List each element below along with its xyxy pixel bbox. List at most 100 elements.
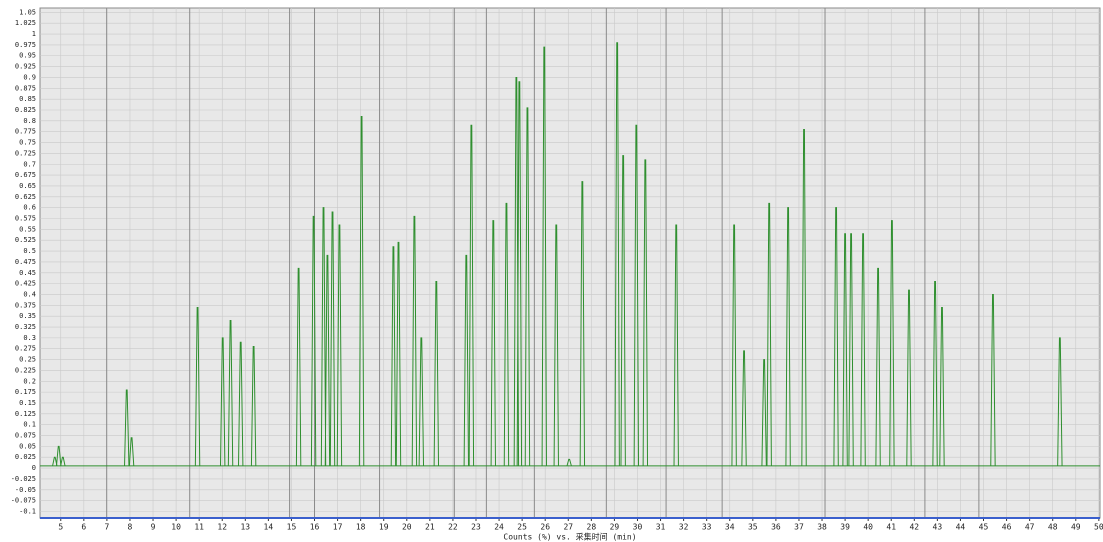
x-tick-label: 40 [863,523,873,532]
y-tick-label: 1.05 [19,8,36,16]
x-tick-label: 25 [517,523,527,532]
x-tick-label: 13 [240,523,250,532]
peak [237,341,244,466]
y-tick-label: 0.5 [23,247,36,255]
peak [468,124,475,466]
peak [889,220,895,466]
y-tick-label: -0.025 [11,475,36,483]
peak [990,293,996,466]
peak [673,224,679,466]
x-tick-label: 16 [310,523,320,532]
y-tick-label: 0.675 [15,171,36,179]
y-tick-label: 0.1 [23,421,36,429]
x-tick-label: 18 [356,523,366,532]
peak [939,306,945,466]
peak [295,267,302,466]
peak [52,456,58,467]
x-tick-label: 38 [817,523,827,532]
x-tick-label: 7 [104,523,109,532]
x-tick-label: 35 [748,523,758,532]
peak [60,456,66,467]
y-tick-label: 0.525 [15,236,36,244]
y-tick-label: 0.775 [15,128,36,136]
peak [579,181,586,466]
y-tick-label: 0.75 [19,139,36,147]
peak [633,124,640,466]
y-tick-label: 0.625 [15,193,36,201]
y-tick-label: 0.3 [23,334,36,342]
y-tick-label: 0.425 [15,280,36,288]
x-tick-label: 29 [610,523,620,532]
peak [336,224,343,466]
y-tick-label: 0.65 [19,182,36,190]
y-tick-label: 0.7 [23,160,36,168]
peak [842,233,848,466]
peak [833,207,839,466]
x-tick-label: 42 [909,523,919,532]
y-tick-label: 0.85 [19,95,36,103]
y-tick-label: 0.825 [15,106,36,114]
x-tick-label: 8 [128,523,133,532]
y-tick-label: 0.35 [19,312,36,320]
y-tick-label: 0.075 [15,432,36,440]
peak [503,202,510,466]
x-tick-label: 45 [979,523,989,532]
y-tick-label: 0.8 [23,117,36,125]
y-tick-label: 0.55 [19,225,36,233]
x-tick-label: 27 [563,523,573,532]
peak [541,46,547,466]
y-tick-label: 1 [32,30,36,38]
x-tick-label: 48 [1048,523,1058,532]
x-tick-label: 39 [840,523,850,532]
peak [741,350,747,466]
x-tick-label: 41 [886,523,896,532]
y-tick-label: 0.325 [15,323,36,331]
peak [55,445,62,466]
peak [566,458,572,467]
peak [433,280,440,466]
y-tick-label: 0 [32,464,36,472]
x-tick-label: 24 [494,523,504,532]
peak [463,254,470,466]
y-tick-label: 0.275 [15,345,36,353]
y-tick-label: 0.25 [19,356,36,364]
peak [227,320,234,466]
y-tick-label: 0.725 [15,149,36,157]
peak [906,289,912,466]
peak [642,159,649,466]
y-tick-label: -0.05 [15,486,36,494]
peak [932,280,938,466]
x-tick-label: 17 [333,523,343,532]
x-tick-label: 33 [702,523,712,532]
x-tick-label: 9 [151,523,156,532]
peak [220,337,226,466]
x-tick-label: 50 [1094,523,1103,532]
peak [390,246,397,466]
peak [860,233,866,466]
y-tick-label: 0.375 [15,301,36,309]
x-tick-label: 21 [425,523,435,532]
y-tick-label: 0.975 [15,41,36,49]
x-tick-label: 22 [448,523,458,532]
x-tick-label: 46 [1002,523,1012,532]
x-tick-label: 37 [794,523,804,532]
y-tick-label: -0.1 [19,507,36,515]
peak [490,220,496,466]
peak [124,389,130,466]
x-tick-label: 6 [81,523,86,532]
y-tick-label: 0.2 [23,377,36,385]
y-tick-label: 0.925 [15,63,36,71]
x-tick-label: 5 [58,523,63,532]
y-tick-label: 0.475 [15,258,36,266]
x-tick-label: 34 [725,523,735,532]
x-tick-label: 12 [217,523,227,532]
y-tick-label: 0.15 [19,399,36,407]
peak [731,224,737,466]
peak [620,155,626,466]
y-tick-label: 0.05 [19,442,36,450]
y-tick-label: 0.45 [19,269,36,277]
peak [761,359,767,466]
x-tick-label: 43 [933,523,943,532]
y-tick-label: 1.025 [15,19,36,27]
